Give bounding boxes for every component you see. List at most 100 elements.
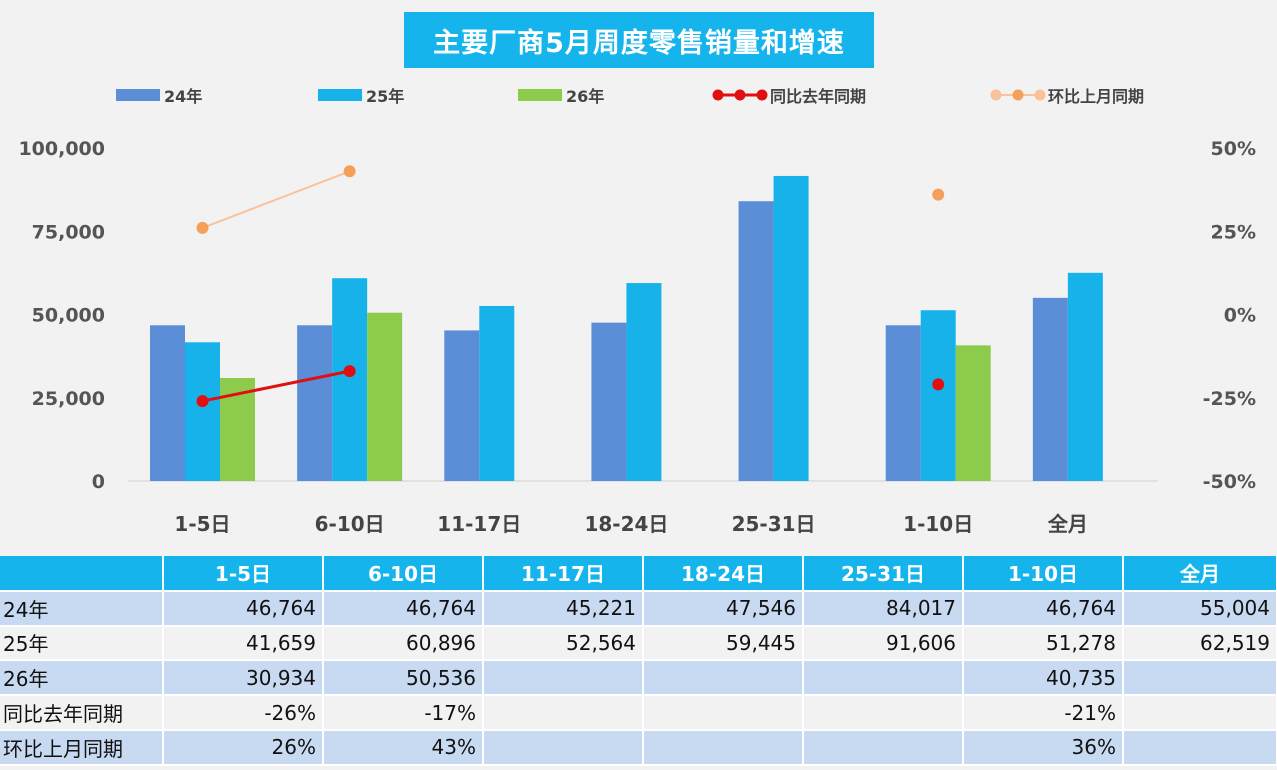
x-tick-label: 1-5日 [174, 512, 230, 536]
table-cell [483, 729, 644, 766]
table-cell: 45,221 [483, 590, 644, 627]
table-row-26: 26年 30,934 50,536 40,735 [0, 660, 1277, 697]
table-cell [803, 695, 964, 731]
table-cell: 91,606 [803, 625, 964, 662]
y2-tick-label: 50% [1211, 138, 1256, 160]
table-cell: 46,764 [963, 590, 1124, 627]
table-cell [1123, 695, 1277, 731]
bar-24年 [591, 322, 627, 481]
legend-item-yoy: 同比去年同期 [712, 83, 866, 107]
table-header-corner [0, 556, 164, 592]
legend-item-25: 25年 [318, 83, 404, 107]
point-同比去年同期 [932, 378, 945, 391]
legend-item-mom: 环比上月同期 [990, 83, 1144, 107]
point-环比上月同期 [196, 221, 209, 234]
bar-24年 [444, 330, 480, 481]
table-cell: 46,764 [323, 590, 484, 627]
legend-label-24: 24年 [164, 87, 203, 106]
chart-area: 主要厂商5月周度零售销量和增速 24年 25年 26年 同比去年同期 环比上月同… [18, 12, 1256, 536]
legend-marker-yoy [712, 89, 768, 101]
table-cell: 36% [963, 729, 1124, 766]
point-同比去年同期 [196, 395, 209, 408]
bar-25年 [185, 342, 220, 481]
table-header-cell: 全月 [1123, 556, 1277, 592]
table-row-label: 26年 [0, 660, 164, 697]
y-tick-label: 75,000 [32, 221, 105, 243]
line-segment-同比去年同期 [202, 369, 350, 403]
data-table: 1-5日 6-10日 11-17日 18-24日 25-31日 1-10日 全月… [0, 556, 1277, 766]
table-cell: 50,536 [323, 660, 484, 697]
bar-24年 [738, 201, 774, 481]
y-tick-label: 0 [92, 471, 105, 493]
table-cell: 46,764 [163, 590, 324, 627]
legend-swatch-24 [116, 89, 160, 101]
y-tick-label: 100,000 [18, 138, 105, 160]
table-cell [643, 660, 804, 697]
table-cell: 41,659 [163, 625, 324, 662]
table-cell: 55,004 [1123, 590, 1277, 627]
table-row-mom: 环比上月同期 26% 43% 36% [0, 729, 1277, 766]
bar-25年 [332, 278, 368, 481]
bar-24年 [885, 325, 921, 481]
table-row-label: 环比上月同期 [0, 729, 164, 766]
y2-tick-label: -50% [1203, 471, 1256, 493]
table-cell: 84,017 [803, 590, 964, 627]
table-row-25: 25年 41,659 60,896 52,564 59,445 91,606 5… [0, 625, 1277, 662]
table-cell: 60,896 [323, 625, 484, 662]
table-cell: 62,519 [1123, 625, 1277, 662]
legend-item-24: 24年 [116, 83, 202, 107]
table-cell [1123, 729, 1277, 766]
table-header-cell: 1-5日 [163, 556, 324, 592]
legend-label-mom: 环比上月同期 [1048, 87, 1145, 106]
point-环比上月同期 [932, 188, 945, 201]
table-cell [643, 729, 804, 766]
legend-swatch-26 [518, 89, 562, 101]
table-row-label: 同比去年同期 [0, 695, 164, 731]
table-header-cell: 18-24日 [643, 556, 804, 592]
table-header-cell: 25-31日 [803, 556, 964, 592]
legend-marker-mom [990, 89, 1046, 101]
bar-25年 [626, 283, 662, 481]
legend-item-26: 26年 [518, 83, 604, 107]
x-tick-label: 25-31日 [732, 512, 816, 536]
table-header-cell: 1-10日 [963, 556, 1124, 592]
x-tick-label: 全月 [1047, 512, 1088, 536]
table-row-yoy: 同比去年同期 -26% -17% -21% [0, 695, 1277, 731]
table-cell: -26% [163, 695, 324, 731]
table-row-label: 24年 [0, 590, 164, 627]
table-cell: -21% [963, 695, 1124, 731]
legend-swatch-25 [318, 89, 362, 101]
legend-label-25: 25年 [366, 87, 405, 106]
table-cell [1123, 660, 1277, 697]
bar-26年 [955, 345, 991, 481]
table-cell: 52,564 [483, 625, 644, 662]
bar-25年 [479, 305, 515, 481]
x-tick-label: 1-10日 [903, 512, 973, 536]
bar-25年 [1067, 272, 1103, 481]
table-cell: 43% [323, 729, 484, 766]
point-环比上月同期 [343, 165, 356, 178]
table-row-24: 24年 46,764 46,764 45,221 47,546 84,017 4… [0, 590, 1277, 627]
x-tick-label: 18-24日 [584, 512, 668, 536]
table-cell: 40,735 [963, 660, 1124, 697]
table-header-row: 1-5日 6-10日 11-17日 18-24日 25-31日 1-10日 全月 [0, 556, 1277, 592]
y-tick-label: 25,000 [32, 388, 105, 410]
table-cell [643, 695, 804, 731]
table-cell [483, 695, 644, 731]
table-header-cell: 6-10日 [323, 556, 484, 592]
bar-26年 [367, 312, 403, 481]
legend-label-yoy: 同比去年同期 [770, 87, 867, 106]
table-cell: 30,934 [163, 660, 324, 697]
table-cell: 47,546 [643, 590, 804, 627]
bar-25年 [773, 175, 809, 481]
table-cell: -17% [323, 695, 484, 731]
table-cell: 59,445 [643, 625, 804, 662]
table-cell [803, 729, 964, 766]
table-cell: 26% [163, 729, 324, 766]
table-cell [483, 660, 644, 697]
x-tick-label: 11-17日 [437, 512, 521, 536]
y2-tick-label: 0% [1224, 305, 1256, 327]
line-segment-环比上月同期 [202, 170, 351, 229]
table-cell [803, 660, 964, 697]
legend-label-26: 26年 [566, 87, 605, 106]
